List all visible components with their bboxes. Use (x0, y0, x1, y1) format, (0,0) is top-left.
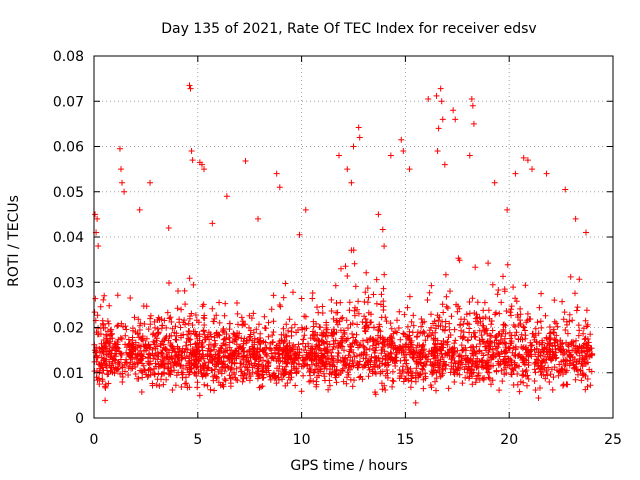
roti-point (387, 152, 394, 159)
data-points (92, 82, 590, 250)
roti-point (438, 98, 445, 105)
roti-point (201, 166, 208, 173)
roti-point (121, 188, 128, 195)
roti-point (350, 143, 357, 150)
x-tick-label: 20 (500, 432, 518, 448)
roti-point (348, 179, 355, 186)
y-tick-label: 0.05 (53, 185, 84, 201)
roti-point (119, 179, 126, 186)
y-tick-label: 0.02 (53, 321, 84, 337)
roti-point (441, 161, 448, 168)
roti-point (95, 243, 102, 250)
roti-point (92, 211, 99, 218)
roti-point (147, 179, 154, 186)
y-axis-label: ROTI / TECUs (6, 195, 22, 287)
roti-point (512, 170, 519, 177)
roti-point (452, 116, 459, 123)
roti-point (524, 157, 531, 164)
roti-point (434, 148, 441, 155)
roti-point (198, 161, 205, 168)
roti-point (398, 136, 405, 143)
roti-point (468, 95, 475, 102)
roti-point (406, 166, 413, 173)
roti-point (437, 85, 444, 92)
y-tick-label: 0.03 (53, 275, 84, 291)
roti-point (223, 193, 230, 200)
roti-point (276, 184, 283, 191)
x-tick-label: 15 (396, 432, 414, 448)
y-tick-label: 0.06 (53, 140, 84, 156)
roti-point (335, 152, 342, 159)
roti-point (188, 148, 195, 155)
x-axis-label: GPS time / hours (290, 458, 407, 474)
roti-point (470, 120, 477, 127)
roti-point (504, 206, 511, 213)
x-tick-label: 25 (604, 432, 622, 448)
y-tick-label: 0.01 (53, 366, 84, 382)
x-tick-label: 5 (193, 432, 202, 448)
roti-point (136, 206, 143, 213)
roti-point (375, 211, 382, 218)
roti-point (296, 231, 303, 238)
roti-point (543, 170, 550, 177)
roti-point (116, 145, 123, 152)
roti-point (433, 92, 440, 99)
roti-point (450, 107, 457, 114)
roti-point (302, 206, 309, 213)
roti-point (242, 157, 249, 164)
roti-point (572, 215, 579, 222)
roti-point (165, 224, 172, 231)
roti-point (439, 116, 446, 123)
roti-point (529, 166, 536, 173)
roti-point (344, 166, 351, 173)
axis-ticks: 0 5 10 15 20 25 0 0.01 0.02 0.03 0.04 0.05 0.06 0.07 0… (53, 49, 622, 448)
roti-point (273, 170, 280, 177)
roti-point (209, 220, 216, 227)
y-tick-label: 0.08 (53, 49, 84, 65)
roti-point (186, 82, 193, 89)
y-tick-label: 0.04 (53, 230, 84, 246)
y-tick-label: 0.07 (53, 94, 84, 110)
roti-point (469, 102, 476, 109)
roti-point (187, 85, 194, 92)
roti-point (117, 166, 124, 173)
roti-point (425, 95, 432, 102)
roti-point (466, 152, 473, 159)
roti-point (435, 125, 442, 132)
roti-point (356, 134, 363, 141)
roti-point (355, 124, 362, 131)
roti-point (400, 148, 407, 155)
roti-point (94, 215, 101, 222)
roti-point (189, 157, 196, 164)
y-tick-label: 0 (75, 411, 84, 427)
roti-point (520, 154, 527, 161)
roti-point (255, 215, 262, 222)
roti-point-cloud (91, 226, 596, 406)
roti-point (562, 186, 569, 193)
data-point-cloud (91, 226, 596, 406)
x-tick-label: 10 (293, 432, 311, 448)
x-tick-label: 0 (90, 432, 99, 448)
chart-title: Day 135 of 2021, Rate Of TEC Index for r… (161, 21, 536, 37)
roti-point (491, 179, 498, 186)
roti-point (583, 229, 590, 236)
